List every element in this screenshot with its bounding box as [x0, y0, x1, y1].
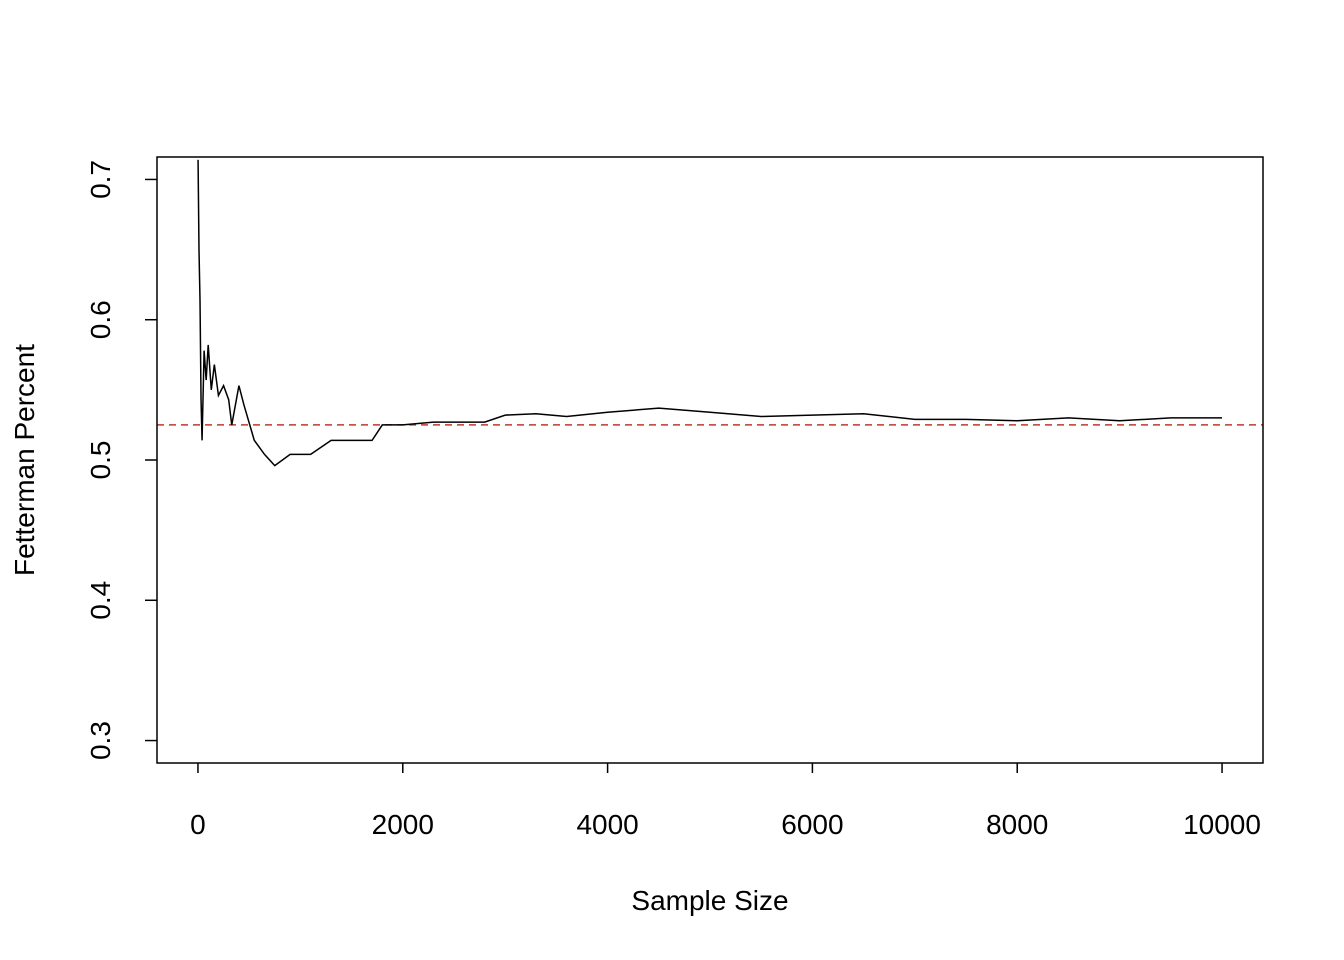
y-axis-label: Fetterman Percent [9, 344, 40, 576]
y-tick-label: 0.6 [85, 300, 116, 339]
y-tick-label: 0.4 [85, 581, 116, 620]
x-tick-label: 6000 [781, 809, 843, 840]
y-tick-label: 0.5 [85, 441, 116, 480]
y-tick-label: 0.3 [85, 721, 116, 760]
x-tick-label: 0 [190, 809, 206, 840]
x-axis-label: Sample Size [631, 885, 788, 916]
plot-frame [156, 156, 1264, 764]
y-tick-label: 0.7 [85, 160, 116, 199]
x-tick-label: 10000 [1183, 809, 1261, 840]
data-line [197, 159, 1223, 467]
x-tick-label: 8000 [986, 809, 1048, 840]
x-tick-label: 4000 [576, 809, 638, 840]
x-tick-label: 2000 [372, 809, 434, 840]
